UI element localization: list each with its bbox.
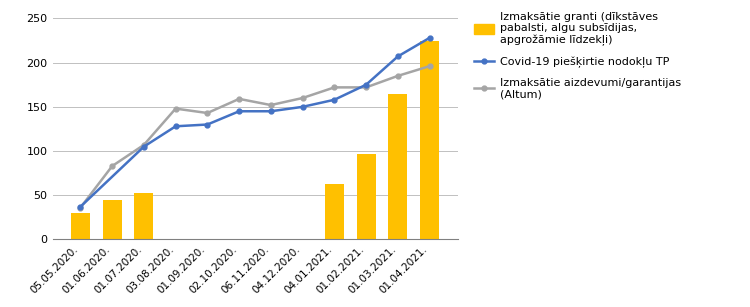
Bar	[134, 192, 154, 239]
Bar	[356, 154, 376, 239]
Legend: Izmaksātie granti (dīkstāves
pabalsti, algu subsīdijas,
apgrožāmie līdzekļi), Co: Izmaksātie granti (dīkstāves pabalsti, a…	[474, 12, 681, 99]
Bar	[325, 184, 344, 239]
Bar	[420, 41, 439, 239]
Bar	[103, 200, 122, 239]
Bar	[388, 94, 407, 239]
Bar	[71, 213, 90, 239]
